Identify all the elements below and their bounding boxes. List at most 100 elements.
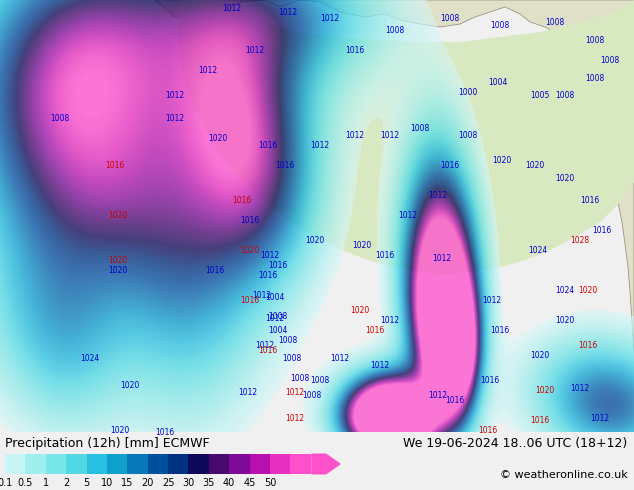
Text: 1008: 1008 xyxy=(311,376,330,385)
Text: 1016: 1016 xyxy=(481,376,500,385)
Text: We 19-06-2024 18..06 UTC (18+12): We 19-06-2024 18..06 UTC (18+12) xyxy=(403,437,628,450)
Bar xyxy=(107,454,127,474)
Text: 1020: 1020 xyxy=(108,266,127,274)
Bar xyxy=(87,454,107,474)
Text: 1012: 1012 xyxy=(590,414,609,423)
Text: 30: 30 xyxy=(183,478,195,489)
Text: 1008: 1008 xyxy=(458,130,477,140)
Text: 1012: 1012 xyxy=(320,14,340,23)
Bar xyxy=(148,454,168,474)
FancyArrow shape xyxy=(312,454,340,474)
Text: 1028: 1028 xyxy=(571,236,590,245)
Text: 15: 15 xyxy=(121,478,134,489)
Text: 1012: 1012 xyxy=(571,384,590,392)
Bar xyxy=(229,454,250,474)
Text: 1016: 1016 xyxy=(259,141,278,149)
Text: 1012: 1012 xyxy=(346,130,365,140)
Text: 1012: 1012 xyxy=(398,211,418,220)
Polygon shape xyxy=(178,0,634,274)
Bar xyxy=(46,454,66,474)
Text: 1: 1 xyxy=(42,478,49,489)
Text: 2: 2 xyxy=(63,478,69,489)
Text: 10: 10 xyxy=(101,478,113,489)
Text: 1012: 1012 xyxy=(432,254,451,263)
Bar xyxy=(66,454,87,474)
Text: 1016: 1016 xyxy=(578,341,598,350)
Text: 1012: 1012 xyxy=(482,295,501,305)
Text: 1008: 1008 xyxy=(268,312,288,320)
Text: 1016: 1016 xyxy=(268,261,288,270)
Text: 1020: 1020 xyxy=(110,426,129,435)
Text: 1008: 1008 xyxy=(278,336,297,344)
Text: 1008: 1008 xyxy=(282,354,302,363)
Text: 1020: 1020 xyxy=(306,236,325,245)
Text: 1016: 1016 xyxy=(233,196,252,205)
Text: 50: 50 xyxy=(264,478,276,489)
Text: 35: 35 xyxy=(203,478,215,489)
Text: 1020: 1020 xyxy=(120,381,139,390)
Text: 1020: 1020 xyxy=(535,386,555,394)
Polygon shape xyxy=(155,0,634,352)
Text: 1016: 1016 xyxy=(155,428,174,437)
Text: 1012: 1012 xyxy=(285,388,304,397)
Bar xyxy=(25,454,46,474)
Text: 1012: 1012 xyxy=(380,130,399,140)
Text: 1012: 1012 xyxy=(198,66,217,74)
Text: 1020: 1020 xyxy=(108,256,127,265)
Bar xyxy=(209,454,229,474)
Text: 1004: 1004 xyxy=(268,326,288,335)
Text: 1012: 1012 xyxy=(330,354,349,363)
Text: 1008: 1008 xyxy=(585,74,605,82)
Text: 1016: 1016 xyxy=(259,345,278,355)
Text: 1016: 1016 xyxy=(479,426,498,435)
Text: 1012: 1012 xyxy=(370,361,389,369)
Text: 1016: 1016 xyxy=(259,270,278,280)
Text: © weatheronline.co.uk: © weatheronline.co.uk xyxy=(500,469,628,480)
Text: 1004: 1004 xyxy=(265,293,285,302)
Text: 1020: 1020 xyxy=(493,155,512,165)
Text: 1012: 1012 xyxy=(165,114,184,122)
Text: 1016: 1016 xyxy=(205,266,224,274)
Text: 1008: 1008 xyxy=(302,391,321,400)
Text: 1016: 1016 xyxy=(441,161,460,170)
Text: 1016: 1016 xyxy=(490,326,510,335)
Text: 1004: 1004 xyxy=(488,77,508,87)
Text: 1020: 1020 xyxy=(555,173,574,183)
Bar xyxy=(168,454,188,474)
Text: 1020: 1020 xyxy=(108,211,127,220)
Text: 1020: 1020 xyxy=(531,351,550,360)
Text: 1016: 1016 xyxy=(240,216,260,224)
Text: 1024: 1024 xyxy=(555,286,574,294)
Text: 1024: 1024 xyxy=(81,354,100,363)
Text: 1020: 1020 xyxy=(526,161,545,170)
Text: Precipitation (12h) [mm] ECMWF: Precipitation (12h) [mm] ECMWF xyxy=(5,437,210,450)
Bar xyxy=(250,454,270,474)
Text: 1016: 1016 xyxy=(346,46,365,54)
Text: 1012: 1012 xyxy=(245,46,264,54)
Text: 0.5: 0.5 xyxy=(18,478,33,489)
Text: 1012: 1012 xyxy=(285,414,304,423)
Bar xyxy=(5,454,25,474)
Text: 1012: 1012 xyxy=(165,91,184,99)
Text: 0.1: 0.1 xyxy=(0,478,13,489)
Text: 1020: 1020 xyxy=(578,286,598,294)
Text: 20: 20 xyxy=(141,478,154,489)
Text: 1012: 1012 xyxy=(252,291,271,299)
Text: 1008: 1008 xyxy=(585,35,605,45)
Text: 1005: 1005 xyxy=(530,91,550,99)
Text: 1008: 1008 xyxy=(600,55,619,65)
Text: 1016: 1016 xyxy=(445,395,465,405)
Text: 1012: 1012 xyxy=(278,7,297,17)
Bar xyxy=(290,454,311,474)
Text: 1012: 1012 xyxy=(266,314,285,322)
Text: 1008: 1008 xyxy=(555,91,574,99)
Text: 1016: 1016 xyxy=(375,250,394,260)
Text: 1020: 1020 xyxy=(209,134,228,143)
Text: 1012: 1012 xyxy=(223,3,242,13)
Text: 1000: 1000 xyxy=(458,88,477,97)
Bar xyxy=(270,454,290,474)
Text: 1012: 1012 xyxy=(256,341,275,350)
Text: 1008: 1008 xyxy=(385,25,404,34)
Text: 1016: 1016 xyxy=(531,416,550,425)
Text: 1020: 1020 xyxy=(353,241,372,249)
